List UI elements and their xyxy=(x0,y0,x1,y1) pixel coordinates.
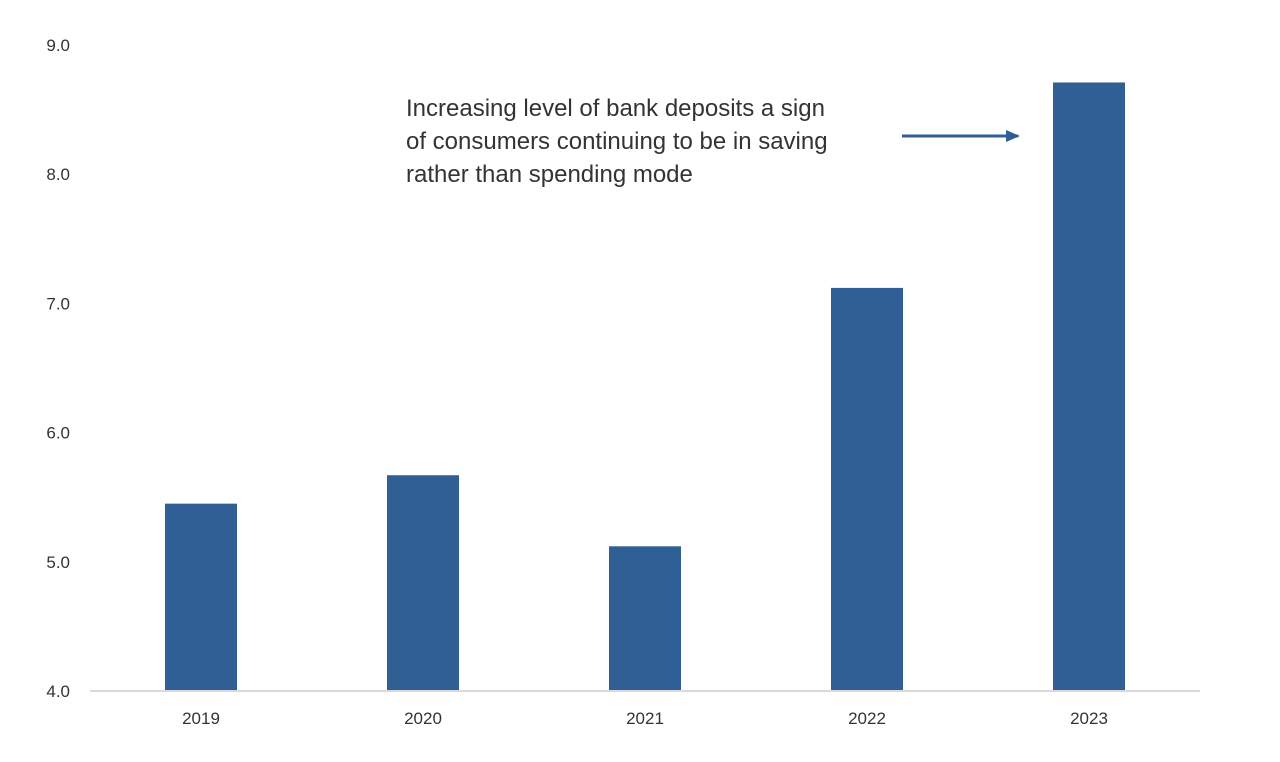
y-axis-tick-labels: 4.0 5.0 6.0 7.0 8.0 9.0 xyxy=(46,36,70,701)
y-tick-label: 7.0 xyxy=(46,294,70,313)
bar-2019 xyxy=(165,503,237,691)
x-tick-label: 2019 xyxy=(182,709,220,728)
bars xyxy=(165,82,1125,691)
y-tick-label: 6.0 xyxy=(46,424,70,443)
bar-2020 xyxy=(387,475,459,691)
y-tick-label: 5.0 xyxy=(46,553,70,572)
x-axis-tick-labels: 2019 2020 2021 2022 2023 xyxy=(182,709,1108,728)
x-tick-label: 2020 xyxy=(404,709,442,728)
bar-2023 xyxy=(1053,82,1125,691)
x-tick-label: 2021 xyxy=(626,709,664,728)
annotation-line-1: Increasing level of bank deposits a sign xyxy=(406,95,825,122)
y-tick-label: 9.0 xyxy=(46,36,70,55)
annotation-line-3: rather than spending mode xyxy=(406,161,693,188)
x-tick-label: 2023 xyxy=(1070,709,1108,728)
bar-2022 xyxy=(831,287,903,691)
annotation-line-2: of consumers continuing to be in saving xyxy=(406,128,828,155)
annotation: Increasing level of bank deposits a sign… xyxy=(406,95,1020,188)
x-tick-label: 2022 xyxy=(848,709,886,728)
bar-2021 xyxy=(609,546,681,691)
y-tick-label: 4.0 xyxy=(46,682,70,701)
y-tick-label: 8.0 xyxy=(46,165,70,184)
